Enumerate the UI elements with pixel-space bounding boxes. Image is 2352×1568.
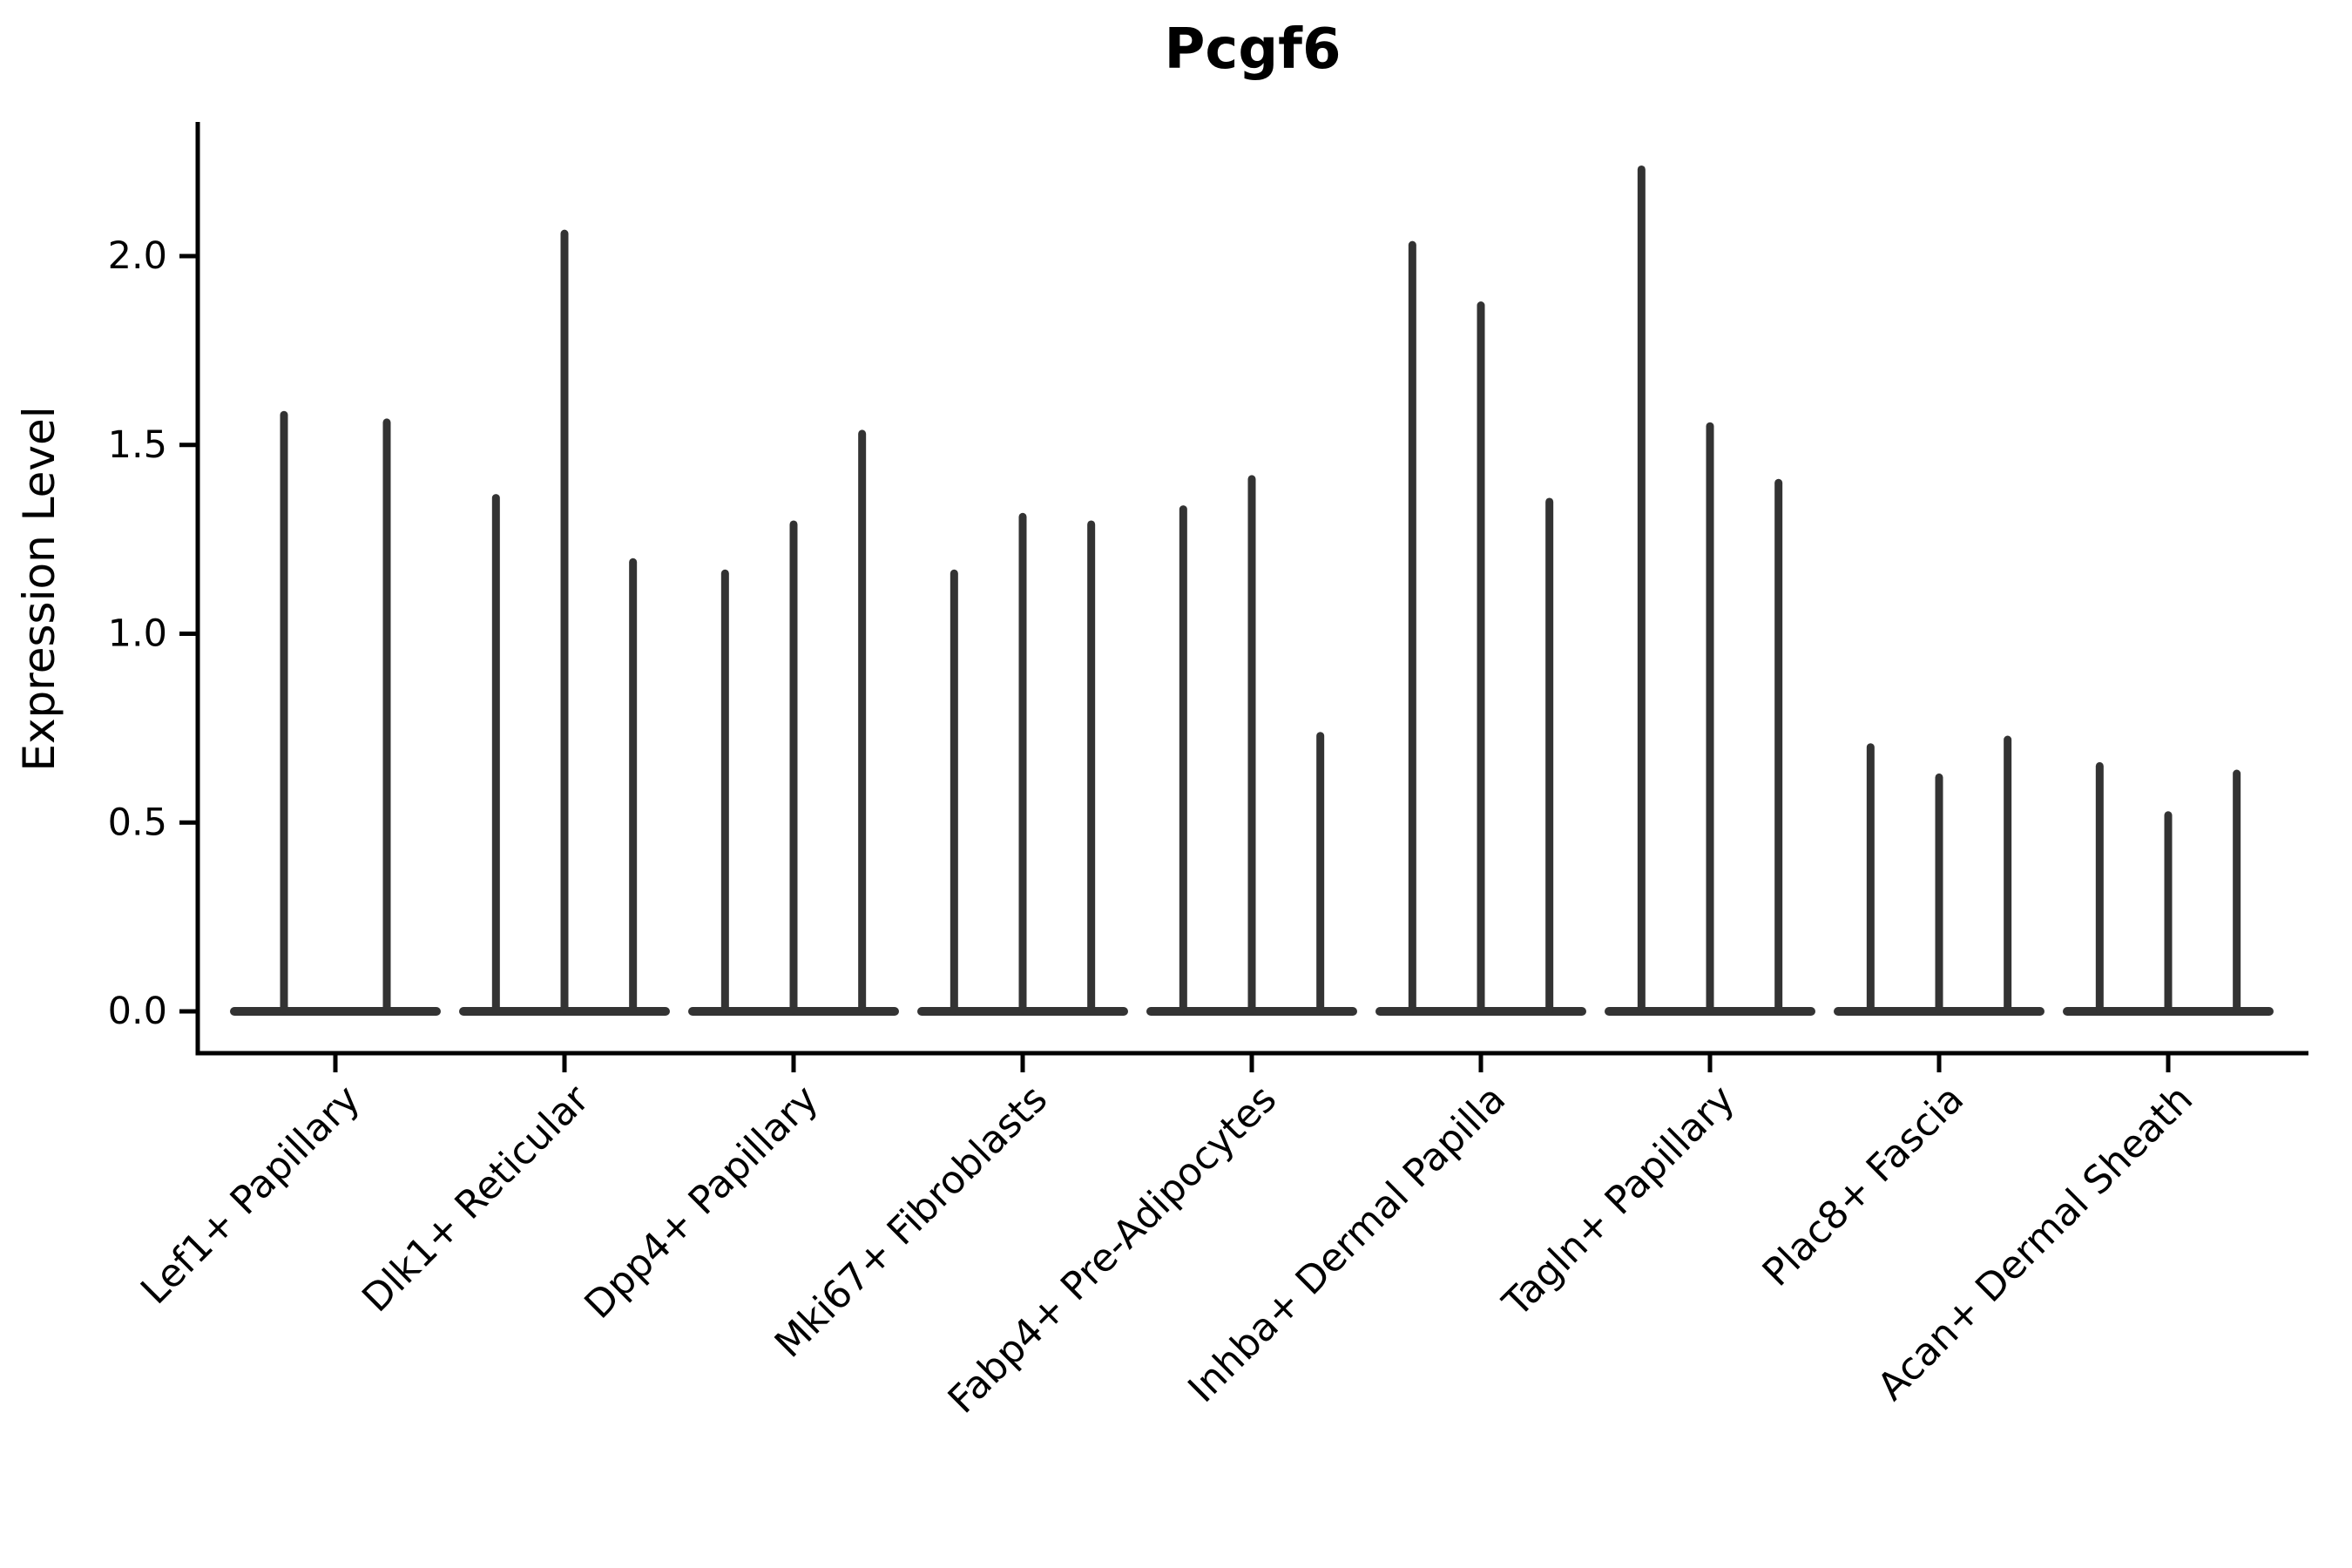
y-tick-label: 1.5 [108, 423, 167, 467]
y-tick-label: 0.5 [108, 801, 167, 844]
chart-title: Pcgf6 [1164, 17, 1341, 82]
y-tick-label: 0.0 [108, 990, 167, 1033]
y-axis-label: Expression Level [14, 406, 64, 771]
axes [179, 122, 2308, 1072]
y-tick-labels: 0.0 0.5 1.0 1.5 2.0 [108, 234, 167, 1033]
y-tick-label: 2.0 [108, 234, 167, 278]
y-tick-label: 1.0 [108, 612, 167, 656]
violins [230, 165, 2274, 1016]
